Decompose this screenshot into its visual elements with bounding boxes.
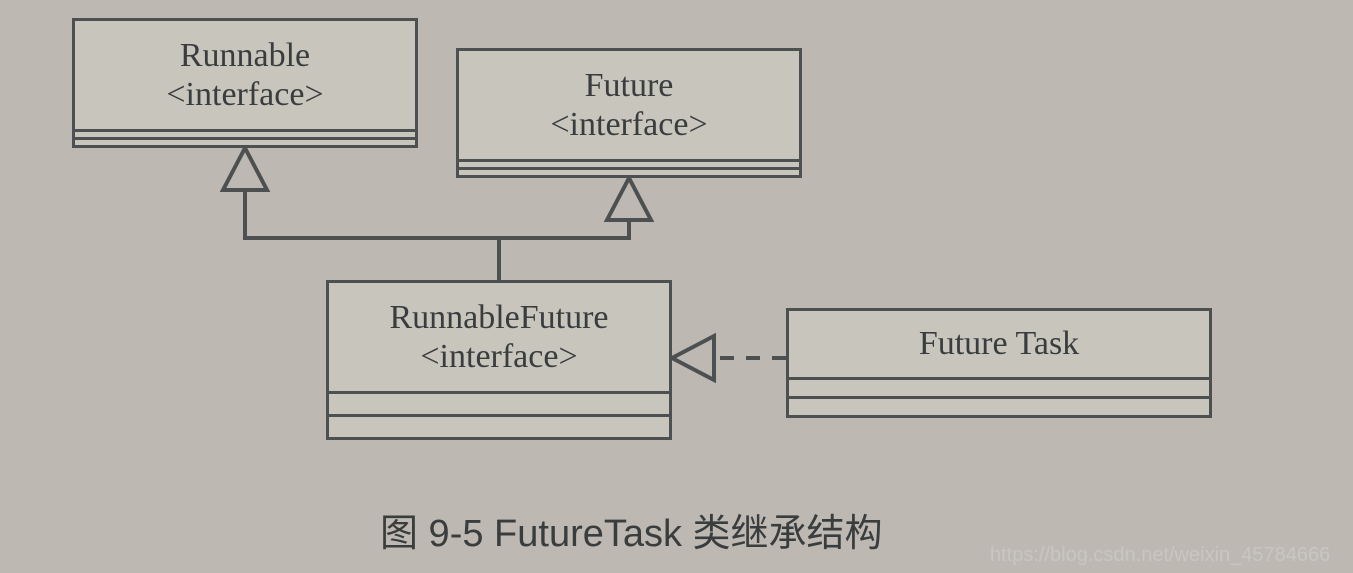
compartment-body xyxy=(75,144,415,145)
compartment-body xyxy=(459,174,799,175)
compartment-body xyxy=(329,398,669,414)
class-name: Runnable xyxy=(180,36,310,75)
node-title: Future <interface> xyxy=(459,51,799,159)
compartment-body xyxy=(789,384,1209,396)
compartment-divider xyxy=(789,377,1209,384)
compartment-divider xyxy=(329,414,669,421)
node-runnable: Runnable <interface> xyxy=(72,18,418,148)
compartment-divider xyxy=(789,396,1209,403)
node-title: RunnableFuture <interface> xyxy=(329,283,669,391)
class-name: RunnableFuture xyxy=(389,298,608,337)
class-name: Future xyxy=(585,66,674,105)
compartment-divider xyxy=(459,159,799,166)
stereotype: <interface> xyxy=(550,105,707,144)
class-name: Future Task xyxy=(919,324,1079,363)
compartment-divider xyxy=(329,391,669,398)
compartment-divider xyxy=(75,129,415,136)
watermark-text: https://blog.csdn.net/weixin_45784666 xyxy=(990,544,1330,567)
compartment-divider xyxy=(459,167,799,174)
compartment-body xyxy=(789,403,1209,415)
stereotype: <interface> xyxy=(166,75,323,114)
node-title: Runnable <interface> xyxy=(75,21,415,129)
compartment-divider xyxy=(75,137,415,144)
stereotype: <interface> xyxy=(420,337,577,376)
node-future: Future <interface> xyxy=(456,48,802,178)
node-runnablefuture: RunnableFuture <interface> xyxy=(326,280,672,440)
figure-caption: 图 9-5 FutureTask 类继承结构 xyxy=(380,502,883,557)
node-title: Future Task xyxy=(789,311,1209,377)
compartment-body xyxy=(329,421,669,437)
node-futuretask: Future Task xyxy=(786,308,1212,418)
